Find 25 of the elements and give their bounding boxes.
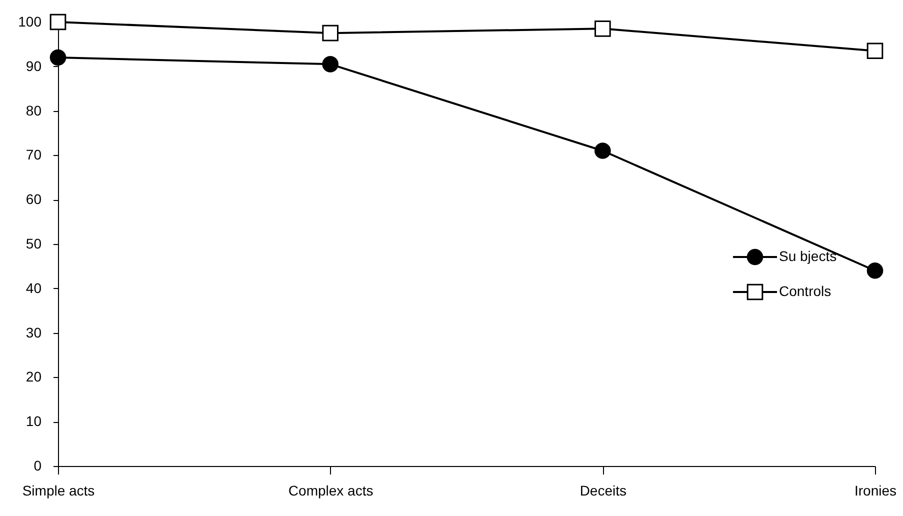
x-tick-label: Deceits: [580, 482, 627, 498]
y-tick-label: 0: [34, 458, 42, 474]
y-tick-label: 20: [26, 368, 42, 385]
x-tick-label: Complex acts: [288, 482, 374, 498]
point: [322, 24, 338, 42]
x-tick-label: Ironies: [854, 482, 897, 498]
point: [50, 14, 66, 30]
y-tick-label: 60: [26, 191, 42, 208]
y-tick-label: 30: [26, 324, 42, 340]
legend-label: Su bjects: [779, 248, 837, 264]
point: [866, 42, 884, 60]
point: [322, 56, 338, 72]
y-tick-label: 50: [26, 236, 42, 252]
point: [866, 262, 884, 279]
legend-label: Controls: [779, 283, 832, 299]
y-tick-label: 90: [26, 58, 42, 74]
y-tick-label: 80: [26, 102, 42, 118]
x-tick-label: Simple acts: [22, 482, 95, 498]
y-tick-label: 10: [26, 413, 42, 430]
point: [50, 49, 66, 66]
point: [594, 142, 611, 159]
y-tick-label: 70: [26, 146, 42, 163]
y-tick-label: 100: [18, 14, 42, 30]
y-tick-label: 40: [26, 280, 42, 296]
point: [594, 20, 611, 37]
